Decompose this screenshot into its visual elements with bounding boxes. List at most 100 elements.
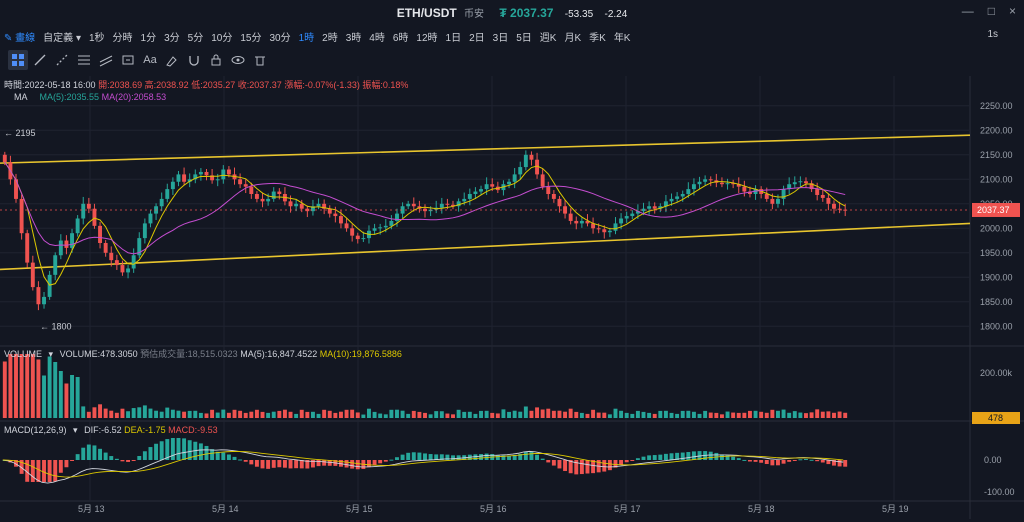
chevron-down-icon[interactable]: ▾: [73, 425, 78, 435]
interval-label[interactable]: 1s: [987, 29, 998, 40]
volume-bar: [843, 412, 848, 418]
volume-bar: [58, 371, 63, 418]
volume-bar: [266, 412, 271, 418]
macd-legend[interactable]: MACD(12,26,9) ▾ DIF:-6.52 DEA:-1.75 MACD…: [4, 425, 218, 436]
volume-bar: [198, 412, 203, 418]
volume-bar: [170, 409, 175, 418]
current-price-box: [972, 202, 1020, 217]
timeframe-0[interactable]: 1秒: [88, 32, 105, 44]
macd-bar: [316, 460, 321, 467]
timeframe-3[interactable]: 3分: [164, 32, 180, 44]
draw-line-button[interactable]: ✎ 畫線: [4, 32, 36, 44]
candle-body: [591, 223, 596, 229]
volume-bar: [731, 412, 736, 418]
fib-icon[interactable]: [74, 50, 94, 70]
volume-bar: [579, 412, 584, 418]
timeframe-5[interactable]: 10分: [211, 32, 233, 44]
custom-timeframe-dropdown[interactable]: 自定義 ▾: [43, 32, 81, 44]
magnet-icon[interactable]: [184, 50, 204, 70]
ray-line-icon[interactable]: [52, 50, 72, 70]
volume-name[interactable]: VOLUME: [4, 349, 43, 359]
volume-bar: [686, 410, 691, 418]
ohlc-legend: 時間:2022-05-18 16:00 開:2038.69 高:2038.92 …: [4, 78, 408, 91]
timeframe-9[interactable]: 2時: [322, 32, 338, 44]
volume-bar: [305, 411, 310, 418]
volume-legend[interactable]: VOLUME ▾ VOLUME:478.3050 預估成交量:18,515.03…: [4, 347, 402, 360]
timeframe-17[interactable]: 5日: [516, 32, 532, 44]
candlestick-chart[interactable]: 2250.002200.002150.002100.002050.002000.…: [0, 76, 1024, 519]
volume-bar: [299, 409, 304, 418]
macd-dea: DEA:-1.75: [124, 425, 166, 435]
candle-body: [187, 179, 192, 182]
macd-bar: [456, 455, 461, 460]
timeframe-21[interactable]: 年K: [613, 32, 631, 44]
timeframe-14[interactable]: 1日: [445, 32, 462, 44]
trash-icon[interactable]: [250, 50, 270, 70]
macd-bar: [686, 452, 691, 460]
close-icon[interactable]: ×: [1008, 4, 1016, 18]
timeframe-11[interactable]: 4時: [369, 32, 385, 44]
candle-body: [490, 184, 495, 187]
timeframe-12[interactable]: 6時: [392, 32, 409, 44]
chevron-down-icon[interactable]: ▾: [48, 349, 54, 359]
measure-icon[interactable]: [118, 50, 138, 70]
title-center: ETH/USDT 币安 ₮ 2037.37 -53.35 -2.24: [0, 5, 1024, 20]
candle-body: [333, 213, 338, 217]
candle-body: [731, 183, 736, 185]
macd-bar: [708, 451, 713, 460]
macd-bar: [574, 460, 579, 475]
timeframe-15[interactable]: 2日: [469, 32, 485, 44]
candle-body: [445, 203, 450, 205]
volume-bar: [658, 410, 663, 418]
timeframe-7[interactable]: 30分: [269, 32, 291, 44]
macd-bar: [159, 441, 164, 460]
candle-body: [764, 194, 769, 199]
chart-area[interactable]: 2250.002200.002150.002100.002050.002000.…: [0, 76, 1024, 519]
timeframe-20[interactable]: 季K: [589, 32, 606, 44]
text-tool-icon[interactable]: Aa: [143, 54, 157, 66]
maximize-icon[interactable]: □: [987, 4, 995, 18]
timeframe-1[interactable]: 分時: [112, 32, 133, 44]
macd-bar: [826, 460, 831, 465]
volume-bar: [344, 409, 349, 418]
macd-bar: [731, 456, 736, 460]
candle-body: [680, 194, 685, 197]
candle-body: [120, 265, 125, 273]
macd-bar: [198, 443, 203, 460]
volume-bar: [495, 413, 500, 418]
crosshair-icon[interactable]: [8, 50, 28, 70]
volume-bar: [25, 354, 30, 418]
volume-bar: [372, 411, 377, 418]
volume-bar: [630, 413, 635, 418]
macd-bar: [81, 447, 86, 460]
volume-bar: [512, 410, 517, 418]
candle-body: [770, 198, 775, 204]
volume-bar: [131, 408, 136, 418]
timeframe-16[interactable]: 3日: [492, 32, 509, 44]
lock-icon[interactable]: [206, 50, 226, 70]
timeframe-19[interactable]: 月K: [564, 32, 582, 44]
ma-legend[interactable]: MA MA(5):2035.55 MA(20):2058.53: [4, 92, 166, 102]
timeframe-8[interactable]: 1時: [298, 32, 315, 44]
volume-bar: [367, 408, 371, 418]
trend-line-icon[interactable]: [30, 50, 50, 70]
timeframe-4[interactable]: 5分: [187, 32, 204, 44]
ma-name[interactable]: MA: [14, 92, 28, 102]
minimize-icon[interactable]: —: [961, 4, 974, 18]
ma5-line: [4, 161, 846, 286]
candle-body: [624, 216, 629, 219]
parallel-channel-icon[interactable]: [96, 50, 116, 70]
brush-icon[interactable]: [162, 50, 182, 70]
timeframe-6[interactable]: 15分: [240, 32, 262, 44]
macd-bar: [804, 459, 808, 461]
candle-body: [540, 174, 545, 187]
timeframe-18[interactable]: 週K: [539, 32, 557, 44]
macd-name[interactable]: MACD(12,26,9): [4, 425, 67, 435]
macd-bar: [86, 444, 91, 460]
volume-bar: [546, 408, 551, 418]
timeframe-13[interactable]: 12時: [416, 32, 438, 44]
timeframe-10[interactable]: 3時: [345, 32, 362, 44]
timeframe-2[interactable]: 1分: [140, 32, 157, 44]
eye-icon[interactable]: [228, 50, 248, 70]
candle-body: [64, 240, 69, 248]
